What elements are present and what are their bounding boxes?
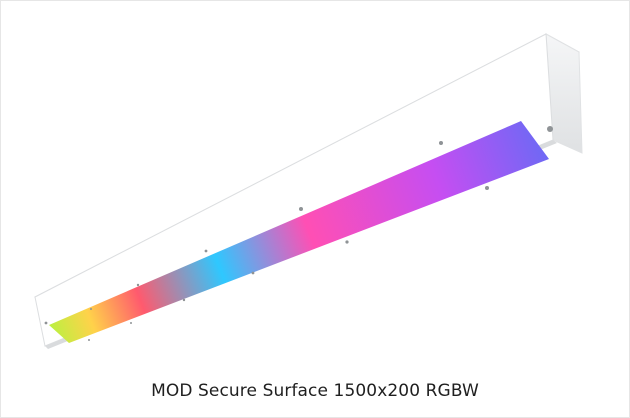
product-image[interactable] — [1, 1, 629, 361]
led-diffuser — [49, 121, 549, 343]
product-title[interactable]: MOD Secure Surface 1500x200 RGBW — [151, 381, 479, 401]
fixing-screws — [44, 126, 553, 341]
